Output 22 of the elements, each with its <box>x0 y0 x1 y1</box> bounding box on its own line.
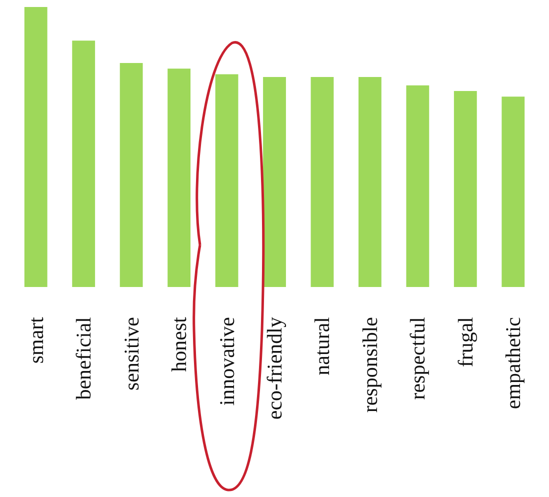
bar <box>502 96 525 287</box>
bar <box>24 7 48 287</box>
bar <box>215 74 238 287</box>
x-tick-label: responsible <box>358 317 382 413</box>
x-tick-label: eco-friendly <box>262 316 286 420</box>
x-tick-label: beneficial <box>72 316 96 400</box>
bar <box>358 77 382 287</box>
bar <box>454 91 477 287</box>
x-tick-label: frugal <box>453 316 478 368</box>
bar <box>310 77 334 287</box>
bar <box>72 40 96 287</box>
x-tick-label: natural <box>310 316 334 376</box>
x-tick-label: honest <box>167 316 192 372</box>
bar <box>406 85 430 287</box>
bar <box>120 63 143 287</box>
x-tick-label: innovative <box>214 317 239 406</box>
x-tick-label: empathetic <box>501 317 526 410</box>
bar <box>168 68 190 287</box>
x-tick-label: sensitive <box>119 317 144 390</box>
x-tick-label: smart <box>24 316 48 364</box>
x-tick-label: respectful <box>406 316 430 400</box>
bar <box>263 77 286 287</box>
